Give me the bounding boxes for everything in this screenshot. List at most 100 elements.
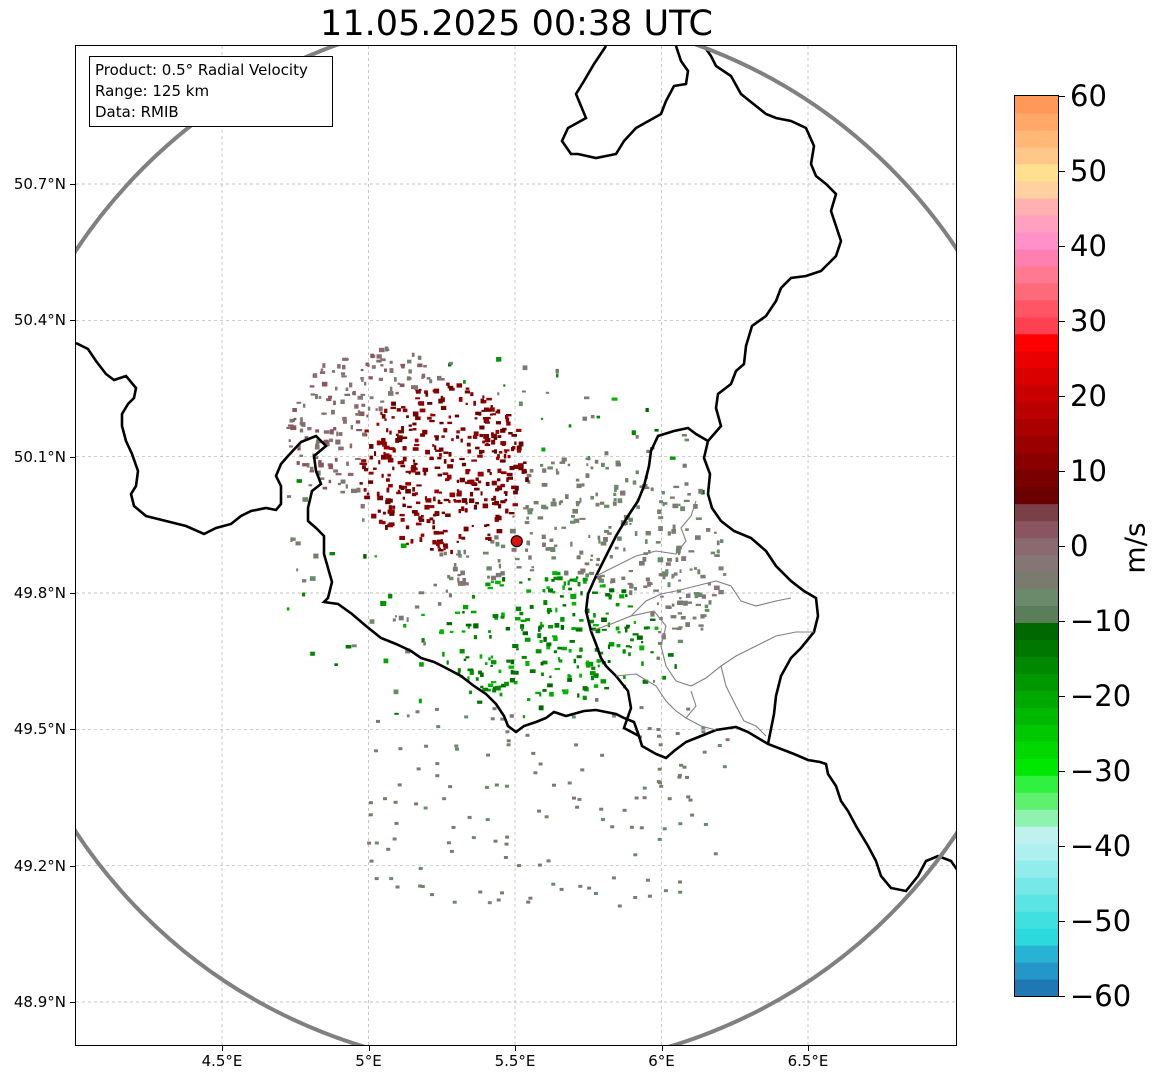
velocity-echo xyxy=(495,685,501,691)
colorbar-tick-label: 50 xyxy=(1070,154,1107,188)
velocity-echo xyxy=(609,555,613,559)
velocity-echo xyxy=(490,655,494,659)
velocity-echo xyxy=(433,388,440,394)
velocity-echo xyxy=(528,555,532,560)
velocity-echo xyxy=(584,396,590,400)
velocity-echo xyxy=(389,360,393,364)
velocity-echo xyxy=(414,385,418,390)
velocity-echo xyxy=(460,427,466,431)
velocity-echo xyxy=(349,382,353,388)
velocity-echo xyxy=(443,545,446,551)
velocity-echo xyxy=(678,822,683,826)
velocity-echo xyxy=(665,605,671,609)
velocity-echo xyxy=(723,573,727,576)
velocity-echo xyxy=(489,407,495,412)
velocity-echo xyxy=(399,535,405,540)
velocity-echo xyxy=(361,403,366,407)
velocity-echo xyxy=(490,405,493,408)
velocity-echo xyxy=(457,490,462,495)
velocity-echo xyxy=(549,675,552,678)
velocity-echo xyxy=(673,572,678,576)
velocity-echo xyxy=(527,578,531,581)
velocity-echo xyxy=(498,669,502,673)
velocity-echo xyxy=(446,622,452,626)
velocity-echo xyxy=(658,631,662,634)
velocity-echo xyxy=(425,392,429,397)
velocity-echo xyxy=(454,500,459,503)
velocity-echo xyxy=(617,536,622,541)
colorbar-segment xyxy=(1015,146,1058,165)
velocity-echo xyxy=(418,591,425,595)
velocity-echo xyxy=(529,569,535,572)
velocity-echo xyxy=(491,413,497,416)
velocity-echo xyxy=(416,484,422,487)
lat-tick-label: 49.2°N xyxy=(13,856,66,875)
velocity-echo xyxy=(473,635,477,640)
velocity-echo xyxy=(438,491,442,494)
velocity-echo xyxy=(566,689,569,694)
velocity-echo xyxy=(455,611,460,614)
velocity-echo xyxy=(522,715,525,719)
velocity-echo xyxy=(527,509,533,515)
velocity-echo xyxy=(328,395,332,399)
velocity-echo xyxy=(342,357,348,361)
velocity-echo xyxy=(700,489,705,495)
velocity-echo xyxy=(456,479,460,483)
velocity-echo xyxy=(544,577,549,582)
velocity-echo xyxy=(678,579,682,582)
velocity-echo xyxy=(653,679,656,683)
velocity-echo xyxy=(654,428,659,432)
velocity-echo xyxy=(520,619,527,622)
velocity-echo xyxy=(424,496,427,501)
colorbar-segment xyxy=(1015,945,1058,963)
velocity-echo xyxy=(457,573,462,577)
velocity-echo xyxy=(479,654,483,659)
velocity-echo xyxy=(475,501,479,505)
velocity-echo xyxy=(286,495,292,498)
velocity-echo xyxy=(416,767,421,771)
velocity-echo xyxy=(296,461,300,465)
lon-tick xyxy=(661,1046,663,1051)
velocity-echo xyxy=(608,594,612,599)
velocity-echo xyxy=(593,624,599,627)
velocity-echo xyxy=(590,558,593,561)
velocity-echo xyxy=(401,364,405,369)
velocity-echo xyxy=(376,440,381,446)
colorbar-gradient xyxy=(1015,96,1058,996)
velocity-echo xyxy=(590,671,596,676)
velocity-echo xyxy=(698,488,703,494)
lon-tick xyxy=(515,1046,516,1051)
velocity-echo xyxy=(323,439,329,444)
velocity-echo xyxy=(473,435,477,439)
velocity-echo xyxy=(425,449,430,455)
velocity-echo xyxy=(464,582,469,586)
velocity-echo xyxy=(440,397,445,403)
colorbar-tick xyxy=(1059,771,1065,772)
velocity-echo xyxy=(333,427,337,431)
velocity-echo xyxy=(509,466,515,471)
velocity-echo xyxy=(486,397,492,401)
lon-tick-label: 4.5°E xyxy=(201,1052,243,1070)
lat-tick-label: 49.5°N xyxy=(13,720,66,739)
velocity-echo xyxy=(497,468,502,473)
velocity-echo xyxy=(499,459,506,463)
velocity-echo xyxy=(383,453,390,456)
velocity-echo xyxy=(438,547,441,550)
velocity-echo xyxy=(383,797,387,801)
velocity-echo xyxy=(511,547,517,552)
velocity-echo xyxy=(397,461,401,465)
velocity-echo xyxy=(412,467,418,471)
velocity-echo xyxy=(362,432,367,437)
velocity-echo xyxy=(487,469,491,473)
velocity-echo xyxy=(602,584,606,588)
province-border-line xyxy=(615,673,697,719)
velocity-echo xyxy=(420,433,425,437)
velocity-echo xyxy=(408,369,412,374)
velocity-echo xyxy=(320,368,324,371)
velocity-echo xyxy=(571,515,575,518)
velocity-echo xyxy=(381,454,386,460)
velocity-echo xyxy=(387,523,393,528)
velocity-echo xyxy=(480,685,484,689)
radar-map[interactable] xyxy=(75,45,957,1046)
velocity-echo xyxy=(585,660,590,664)
